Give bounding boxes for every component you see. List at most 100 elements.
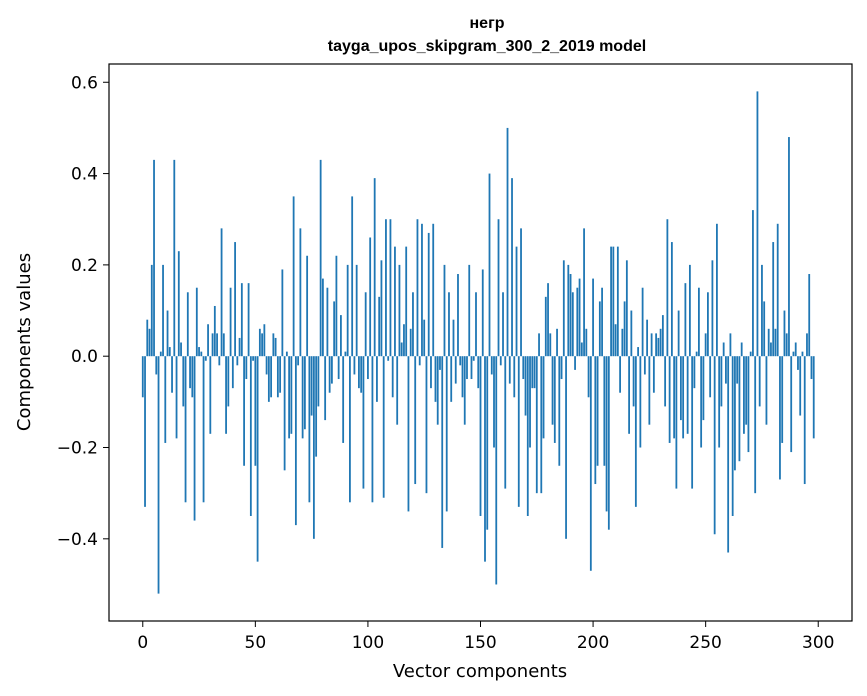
bar-226 — [650, 333, 653, 357]
bar-12 — [168, 347, 171, 357]
bar-36 — [222, 333, 225, 357]
bar-13 — [171, 356, 173, 393]
bar-10 — [164, 356, 167, 443]
bar-270 — [749, 351, 752, 357]
bar-64 — [285, 351, 288, 357]
bar-266 — [740, 342, 743, 357]
bar-127 — [427, 232, 430, 357]
bar-196 — [583, 228, 585, 357]
bar-163 — [508, 356, 511, 384]
bar-32 — [213, 305, 216, 357]
bar-5 — [153, 159, 155, 357]
bar-227 — [652, 356, 655, 393]
bar-107 — [382, 356, 385, 498]
bar-146 — [470, 356, 473, 380]
bar-108 — [385, 219, 387, 357]
bar-125 — [423, 319, 426, 357]
bar-100 — [367, 356, 369, 380]
bar-115 — [400, 342, 403, 357]
bar-296 — [808, 274, 811, 357]
bar-67 — [292, 196, 295, 357]
bar-143 — [463, 356, 466, 425]
bar-39 — [229, 287, 232, 357]
bar-224 — [646, 319, 649, 357]
bar-245 — [693, 356, 696, 389]
bar-243 — [688, 264, 691, 357]
bar-265 — [738, 356, 741, 462]
bar-173 — [531, 356, 534, 389]
bar-128 — [430, 356, 432, 389]
bar-28 — [204, 356, 207, 361]
x-axis: 0 50 100 150 200 250 300 — [137, 621, 834, 653]
bar-79 — [319, 159, 322, 357]
bar-210 — [614, 324, 617, 357]
bar-135 — [445, 356, 448, 512]
bar-123 — [418, 356, 421, 366]
bar-202 — [596, 356, 599, 466]
bar-139 — [454, 356, 457, 384]
bar-241 — [684, 283, 687, 357]
bar-285 — [783, 310, 786, 357]
bar-263 — [734, 356, 736, 471]
bar-225 — [648, 356, 651, 425]
bar-93 — [351, 196, 354, 357]
bar-274 — [758, 356, 761, 407]
bar-280 — [772, 242, 775, 357]
plot-frame — [108, 63, 853, 622]
bar-81 — [324, 356, 327, 421]
bar-103 — [373, 178, 376, 357]
bar-130 — [434, 356, 437, 402]
bar-102 — [371, 356, 374, 503]
bar-63 — [283, 356, 286, 471]
bar-134 — [443, 264, 446, 357]
bar-264 — [736, 356, 739, 384]
bar-255 — [716, 223, 718, 357]
bar-96 — [358, 356, 360, 389]
bar-42 — [236, 356, 239, 366]
bar-220 — [637, 347, 640, 357]
bar-147 — [472, 356, 475, 361]
bar-279 — [770, 342, 772, 357]
bar-152 — [484, 356, 486, 562]
y-axis-label: Components values — [14, 253, 35, 431]
bar-271 — [752, 210, 754, 357]
bar-160 — [502, 292, 504, 357]
bar-198 — [587, 356, 590, 398]
bar-38 — [227, 356, 230, 407]
bar-48 — [249, 356, 252, 516]
bar-80 — [321, 278, 324, 357]
bar-151 — [481, 269, 484, 357]
bar-247 — [697, 287, 700, 357]
bar-294 — [803, 356, 806, 485]
bar-95 — [355, 264, 358, 357]
bar-248 — [700, 356, 703, 448]
bar-51 — [256, 356, 259, 562]
bar-54 — [263, 324, 266, 357]
bar-43 — [238, 337, 241, 357]
bar-207 — [607, 356, 610, 530]
bar-240 — [682, 356, 685, 439]
bar-267 — [743, 356, 745, 434]
bar-186 — [560, 356, 563, 380]
bar-182 — [551, 356, 554, 425]
bar-191 — [571, 292, 574, 357]
bar-119 — [409, 328, 412, 357]
chart-subtitle: tayga_upos_skipgram_300_2_2019 model — [328, 38, 646, 55]
bar-21 — [189, 356, 191, 389]
bar-142 — [461, 356, 464, 398]
bar-52 — [258, 328, 261, 357]
bar-70 — [299, 228, 302, 357]
bar-275 — [761, 264, 763, 357]
bar-73 — [306, 255, 309, 357]
bar-4 — [150, 264, 153, 357]
bar-273 — [756, 91, 759, 357]
bar-244 — [691, 356, 694, 489]
bar-76 — [312, 356, 315, 539]
bar-150 — [479, 356, 482, 516]
bar-284 — [781, 356, 784, 443]
bar-289 — [792, 351, 795, 357]
bar-114 — [398, 264, 401, 357]
bar-276 — [763, 301, 766, 357]
bar-257 — [720, 356, 723, 407]
x-tick-label-0: 0 — [137, 633, 148, 653]
